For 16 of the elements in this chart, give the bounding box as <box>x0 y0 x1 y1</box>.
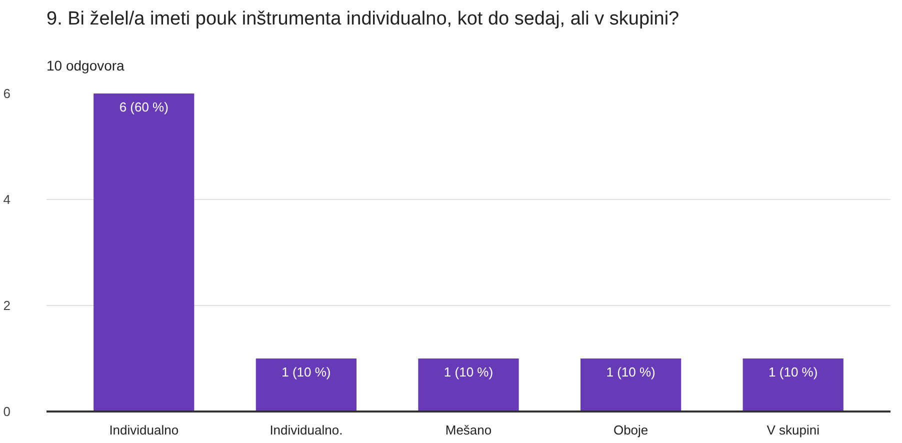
x-tick-label: Individualno. <box>270 422 343 438</box>
data-label: 1 (10 %) <box>768 364 818 380</box>
data-label: 1 (10 %) <box>606 364 656 380</box>
y-tick-label: 6 <box>3 86 11 101</box>
x-tick-label: Individualno <box>109 422 179 438</box>
y-tick-label: 0 <box>3 404 11 419</box>
data-label: 1 (10 %) <box>282 364 331 380</box>
x-tick-label: V skupini <box>766 422 820 438</box>
chart-title: 9. Bi želel/a imeti pouk inštrumenta individualno, kot do sedaj, ali v skupini? <box>46 8 680 30</box>
x-tick-label: Mešano <box>445 422 492 438</box>
data-label: 1 (10 %) <box>444 364 494 380</box>
data-label: 6 (60 %) <box>119 100 168 114</box>
x-tick-label: Oboje <box>613 422 648 438</box>
y-tick-label: 4 <box>3 192 11 207</box>
chart-subtitle: 10 odgovora <box>46 58 125 74</box>
y-tick-label: 2 <box>3 298 11 313</box>
